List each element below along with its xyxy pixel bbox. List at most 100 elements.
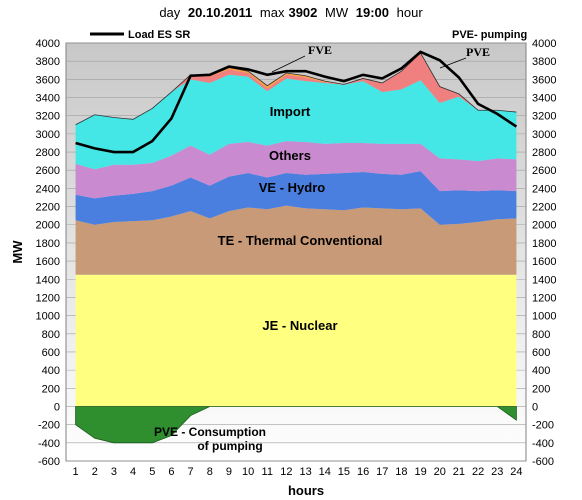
- y-tick-label-right: 3000: [532, 129, 556, 141]
- x-tick-label: 2: [92, 466, 98, 478]
- y-tick-label-left: 3400: [36, 93, 60, 105]
- label-fve: FVE: [308, 43, 332, 57]
- y-tick-label-right: 400: [532, 365, 550, 377]
- label-hydro: VE - Hydro: [259, 180, 326, 195]
- label-thermal: TE - Thermal Conventional: [218, 233, 383, 248]
- y-tick-label-right: 2200: [532, 202, 556, 214]
- y-tick-label-left: 4000: [36, 38, 60, 50]
- load-line: [75, 50, 518, 154]
- y-axis-title: MW: [10, 240, 25, 264]
- legend-load-label: Load ES SR: [128, 29, 190, 41]
- label-import: Import: [270, 104, 311, 119]
- day-label: day: [159, 5, 181, 20]
- y-tick-label-left: -400: [38, 438, 60, 450]
- y-tick-label-left: -200: [38, 420, 60, 432]
- y-tick-label-left: 3000: [36, 129, 60, 141]
- x-tick-label: 13: [299, 466, 311, 478]
- y-tick-label-left: 200: [42, 383, 60, 395]
- y-tick-label-right: 0: [532, 401, 538, 413]
- area-te-thermal-conventional: [75, 205, 517, 275]
- y-tick-label-right: -600: [532, 456, 554, 468]
- y-tick-label-right: 4000: [532, 38, 556, 50]
- x-tick-label: 5: [149, 466, 155, 478]
- x-tick-label: 17: [376, 466, 388, 478]
- y-tick-label-left: 2600: [36, 165, 60, 177]
- x-tick-label: 9: [226, 466, 232, 478]
- label-consumption-line2: of pumping: [197, 439, 262, 453]
- legend-pve-pumping-label: PVE- pumping: [452, 29, 527, 41]
- x-tick-label: 18: [395, 466, 407, 478]
- y-tick-label-left: 1000: [36, 311, 60, 323]
- y-tick-label-left: 1800: [36, 238, 60, 250]
- y-tick-label-right: -400: [532, 438, 554, 450]
- y-tick-label-left: 2400: [36, 183, 60, 195]
- y-tick-label-right: 1600: [532, 256, 556, 268]
- x-tick-label: 14: [319, 466, 331, 478]
- x-tick-label: 1: [73, 466, 79, 478]
- y-tick-label-left: 2200: [36, 202, 60, 214]
- x-tick-label: 19: [414, 466, 426, 478]
- x-tick-label: 16: [357, 466, 369, 478]
- y-tick-label-right: -200: [532, 420, 554, 432]
- hour-label: hour: [396, 5, 423, 20]
- y-tick-label-right: 800: [532, 329, 550, 341]
- label-consumption-line1: PVE - Consumption: [154, 425, 266, 439]
- y-tick-label-right: 600: [532, 347, 550, 359]
- x-tick-label: 24: [510, 466, 522, 478]
- x-tick-label: 20: [434, 466, 446, 478]
- hour-value: 19:00: [355, 5, 389, 20]
- x-tick-label: 15: [338, 466, 350, 478]
- y-tick-label-left: 3200: [36, 111, 60, 123]
- x-tick-label: 4: [130, 466, 136, 478]
- y-tick-label-right: 2000: [532, 220, 556, 232]
- x-tick-label: 7: [188, 466, 194, 478]
- y-tick-label-left: 2000: [36, 220, 60, 232]
- area-ve-hydro: [75, 171, 517, 225]
- chart-header: day 20.10.2011 max 3902 MW 19:00 hour: [0, 5, 582, 20]
- area-others: [75, 141, 517, 199]
- label-others: Others: [269, 148, 311, 163]
- y-tick-label-left: 1400: [36, 274, 60, 286]
- y-tick-label-left: 800: [42, 329, 60, 341]
- date-value: 20.10.2011: [187, 5, 253, 20]
- y-tick-label-right: 1800: [532, 238, 556, 250]
- x-tick-label: 10: [242, 466, 254, 478]
- y-tick-label-right: 3200: [532, 111, 556, 123]
- y-tick-label-left: 3800: [36, 56, 60, 68]
- stack-outline: [75, 52, 517, 126]
- x-tick-label: 12: [280, 466, 292, 478]
- area-import: [75, 74, 517, 170]
- y-tick-label-right: 2800: [532, 147, 556, 159]
- x-tick-label: 3: [111, 466, 117, 478]
- y-tick-label-left: 400: [42, 365, 60, 377]
- label-pve-pointer: [439, 57, 467, 69]
- y-tick-label-right: 3400: [532, 93, 556, 105]
- y-tick-label-left: 3600: [36, 74, 60, 86]
- x-axis-title: hours: [288, 483, 324, 498]
- x-tick-label: 8: [207, 466, 213, 478]
- label-pve: PVE: [466, 45, 490, 59]
- y-tick-label-left: -600: [38, 456, 60, 468]
- y-tick-label-right: 2400: [532, 183, 556, 195]
- y-tick-label-left: 1200: [36, 292, 60, 304]
- area-je-nuclear: [75, 274, 517, 407]
- y-tick-label-left: 0: [54, 401, 60, 413]
- max-unit: MW: [325, 5, 349, 20]
- max-label: max: [259, 5, 285, 20]
- y-tick-label-right: 2600: [532, 165, 556, 177]
- y-tick-label-right: 3800: [532, 56, 556, 68]
- y-tick-label-right: 1000: [532, 311, 556, 323]
- max-value: 3902: [288, 5, 318, 20]
- x-tick-label: 23: [491, 466, 503, 478]
- y-tick-label-left: 600: [42, 347, 60, 359]
- label-fve-pointer: [271, 55, 306, 73]
- area-pve: [75, 52, 517, 125]
- y-tick-label-right: 1400: [532, 274, 556, 286]
- area-pumping-consumption: [75, 406, 517, 444]
- x-tick-label: 6: [168, 466, 174, 478]
- y-tick-label-right: 1200: [532, 292, 556, 304]
- y-tick-label-left: 2800: [36, 147, 60, 159]
- x-tick-label: 22: [472, 466, 484, 478]
- x-tick-label: 11: [262, 466, 273, 478]
